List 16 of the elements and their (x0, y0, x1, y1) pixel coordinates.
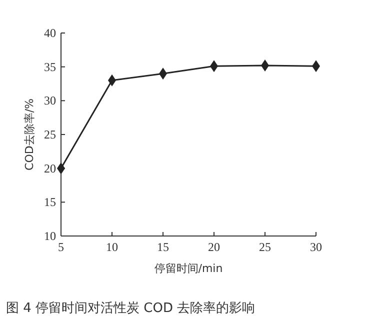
y-tick-label: 10 (44, 229, 56, 243)
x-tick-label: 15 (157, 240, 169, 254)
x-tick-label: 25 (259, 240, 271, 254)
y-tick-label: 35 (44, 60, 56, 74)
x-tick-label: 5 (58, 240, 64, 254)
x-axis-title: 停留时间/min (154, 262, 223, 275)
y-tick-label: 25 (44, 128, 56, 142)
x-tick-label: 10 (106, 240, 118, 254)
y-tick-label: 15 (44, 195, 56, 210)
x-tick-label: 30 (310, 240, 322, 254)
y-tick-label: 20 (44, 161, 56, 176)
y-axis-title: COD去除率/% (23, 98, 36, 170)
caption: 图 4 停留时间对活性炭 COD 去除率的影响 (6, 300, 256, 316)
y-tick-label: 30 (44, 94, 56, 108)
y-tick-label: 40 (44, 26, 56, 40)
x-tick-label: 20 (208, 240, 220, 254)
